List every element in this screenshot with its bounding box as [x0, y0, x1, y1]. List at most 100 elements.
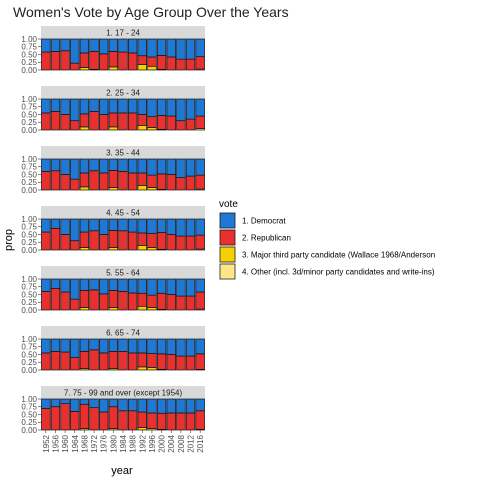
bar-segment-republican — [176, 235, 186, 251]
bar-segment-democrat — [166, 98, 176, 117]
bar-segment-democrat — [176, 338, 186, 357]
bar-segment-third-party — [137, 427, 147, 431]
bar-segment-republican — [118, 410, 128, 431]
y-tick-label: 0.25 — [21, 418, 37, 427]
bar-segment-democrat — [166, 338, 176, 355]
bar-segment-republican — [166, 412, 176, 431]
bar-segment-republican — [108, 170, 119, 188]
y-tick-label: 0.75 — [21, 283, 37, 292]
bar-segment-democrat — [108, 98, 119, 114]
bar-segment-democrat — [41, 38, 51, 53]
bar-segment-democrat — [195, 38, 205, 58]
bar-segment-democrat — [137, 98, 147, 115]
bar-segment-republican — [60, 114, 70, 131]
bar-segment-republican — [195, 115, 205, 129]
bar-segment-democrat — [60, 98, 70, 115]
x-tick-label: 2012 — [187, 434, 196, 452]
facet-panel: 6. 65 - 74 0.000.250.500.751.00 — [21, 326, 205, 375]
bar-segment-third-party — [79, 67, 90, 71]
bar-segment-republican — [70, 411, 80, 431]
y-tick-label: 0.50 — [21, 290, 37, 299]
y-tick-label: 1.00 — [21, 275, 37, 284]
bar-segment-republican — [137, 292, 147, 307]
bar-segment-republican — [41, 231, 51, 251]
bar-segment-democrat — [79, 278, 90, 291]
bar-segment-democrat — [147, 218, 157, 234]
legend-item: 3. Major third party candidate (Wallace … — [219, 246, 435, 263]
bar-segment-republican — [166, 56, 176, 71]
bar-segment-democrat — [195, 98, 205, 117]
bar-segment-republican — [166, 294, 176, 311]
bar-segment-democrat — [118, 398, 128, 412]
bar-segment-democrat — [50, 98, 61, 112]
bar-segment-democrat — [99, 398, 109, 413]
bar-segment-democrat — [79, 218, 90, 233]
bar-segment-democrat — [137, 38, 147, 57]
bar-segment-democrat — [41, 158, 51, 172]
bar-segment-republican — [147, 353, 157, 368]
bar-segment-democrat — [60, 398, 70, 405]
bar-segment-democrat — [108, 218, 119, 231]
x-axis-title: year — [111, 465, 133, 477]
bar-segment-democrat — [156, 338, 167, 355]
bar-segment-democrat — [41, 398, 51, 409]
bar-segment-republican — [127, 112, 138, 131]
bar-segment-democrat — [118, 338, 128, 352]
bar-segment-republican — [176, 120, 186, 131]
bar-segment-republican — [89, 230, 99, 251]
bar-segment-democrat — [118, 98, 128, 114]
bar-segment-republican — [108, 406, 119, 429]
bar-segment-democrat — [185, 218, 196, 237]
bar-segment-democrat — [70, 98, 80, 122]
bar-segment-democrat — [176, 398, 186, 414]
legend-label: 4. Other (incl. 3d/minor party candidate… — [242, 268, 435, 277]
y-tick-label: 0.25 — [21, 178, 37, 187]
bar-segment-democrat — [166, 278, 176, 295]
bar-segment-democrat — [118, 158, 128, 172]
y-tick-label: 0.00 — [21, 126, 37, 135]
bar-segment-republican — [195, 234, 205, 250]
bar-segment-republican — [185, 58, 196, 71]
bar-segment-republican — [89, 170, 99, 191]
bar-segment-democrat — [118, 278, 128, 292]
bar-segment-democrat — [118, 218, 128, 232]
facet-strip — [41, 326, 205, 339]
bar-segment-democrat — [156, 158, 167, 175]
bar-segment-republican — [195, 291, 205, 310]
bar-segment-democrat — [137, 398, 147, 413]
bar-segment-democrat — [70, 338, 80, 358]
bar-segment-republican — [185, 355, 196, 371]
bar-segment-republican — [156, 55, 167, 70]
bar-segment-democrat — [108, 38, 119, 52]
bar-segment-republican — [166, 115, 176, 131]
y-tick-label: 0.75 — [21, 103, 37, 112]
bar-segment-democrat — [185, 398, 196, 414]
bar-segment-republican — [127, 172, 138, 191]
x-tick-label: 1976 — [100, 434, 109, 452]
bar-segment-republican — [127, 231, 138, 251]
bar-segment-democrat — [147, 338, 157, 354]
bar-segment-republican — [89, 407, 99, 431]
bar-segment-democrat — [108, 338, 119, 352]
y-tick-label: 1.00 — [21, 155, 37, 164]
bar-segment-democrat — [50, 218, 61, 229]
bar-segment-republican — [41, 51, 51, 71]
bar-segment-democrat — [99, 38, 109, 55]
legend-swatch — [219, 263, 236, 280]
bar-segment-third-party — [108, 307, 119, 311]
bar-segment-democrat — [147, 158, 157, 176]
bar-segment-republican — [60, 234, 70, 251]
bar-segment-democrat — [50, 278, 61, 289]
bar-segment-republican — [127, 352, 138, 371]
bar-segment-republican — [176, 58, 186, 71]
bar-segment-third-party — [147, 127, 157, 131]
bar-segment-republican — [41, 171, 51, 191]
y-tick-label: 0.50 — [21, 170, 37, 179]
y-tick-label: 0.50 — [21, 410, 37, 419]
bar-segment-republican — [118, 51, 128, 71]
x-tick-label: 1992 — [138, 434, 147, 452]
bar-segment-republican — [156, 231, 167, 250]
bar-segment-third-party — [147, 307, 157, 311]
bar-segment-republican — [156, 173, 167, 190]
bar-segment-third-party — [79, 307, 90, 311]
